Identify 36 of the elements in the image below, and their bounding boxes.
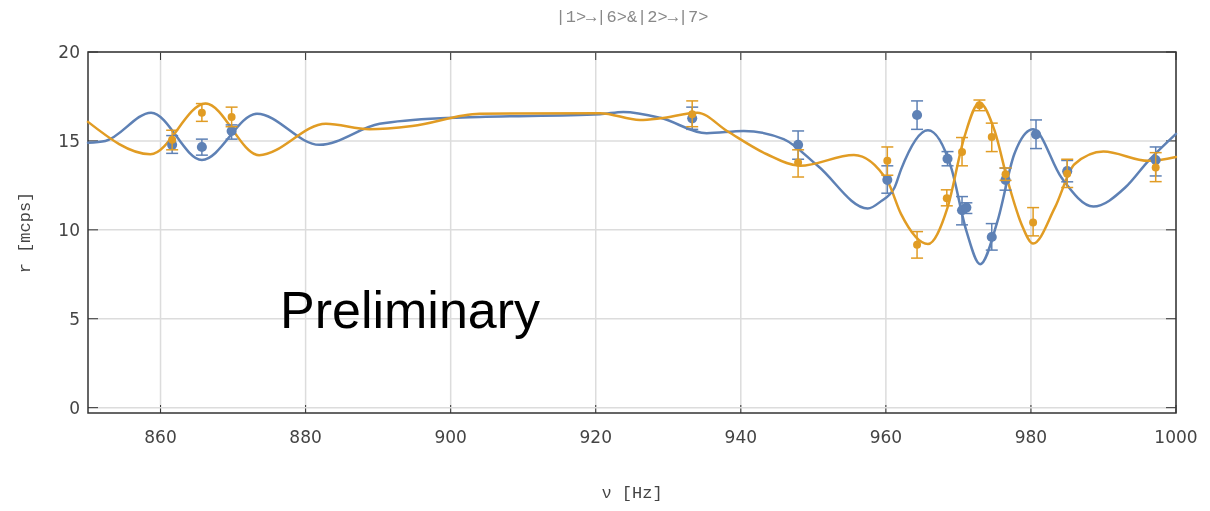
point: [793, 139, 804, 150]
point: [1151, 163, 1160, 172]
point: [1029, 218, 1038, 227]
y-tick-label: 15: [58, 130, 80, 151]
chart-title: |1>→|6>&|2>→|7>: [555, 8, 709, 27]
point: [168, 135, 177, 144]
point: [958, 147, 967, 156]
x-tick-label: 940: [724, 427, 758, 447]
point: [883, 156, 892, 165]
point: [1030, 129, 1042, 140]
x-tick-label: 920: [579, 427, 612, 447]
point: [227, 112, 236, 121]
point: [912, 109, 923, 120]
point: [986, 231, 997, 242]
y-tick-label: 10: [58, 219, 80, 240]
point: [882, 174, 893, 185]
point: [987, 133, 996, 141]
x-axis-title: ν [Hz]: [601, 484, 663, 503]
point: [197, 108, 206, 117]
x-tick-label: 900: [434, 427, 467, 447]
y-axis-title: r [mcps]: [16, 191, 35, 274]
x-tick-label: 1000: [1154, 427, 1198, 447]
line-series: [86, 110, 1178, 266]
annotation: Preliminary: [280, 281, 541, 339]
x-tick-label: 860: [144, 427, 177, 447]
x-tick-label: 960: [869, 427, 903, 447]
x-tick-label: 880: [289, 427, 322, 447]
point: [794, 158, 803, 167]
point: [942, 194, 951, 203]
x-tick-label: 980: [1014, 427, 1048, 447]
point: [688, 110, 697, 119]
y-tick-label: 20: [58, 42, 80, 62]
y-tick-label: 0: [69, 397, 80, 418]
point: [913, 240, 922, 249]
y-tick-label: 5: [69, 308, 80, 329]
point: [196, 141, 207, 152]
